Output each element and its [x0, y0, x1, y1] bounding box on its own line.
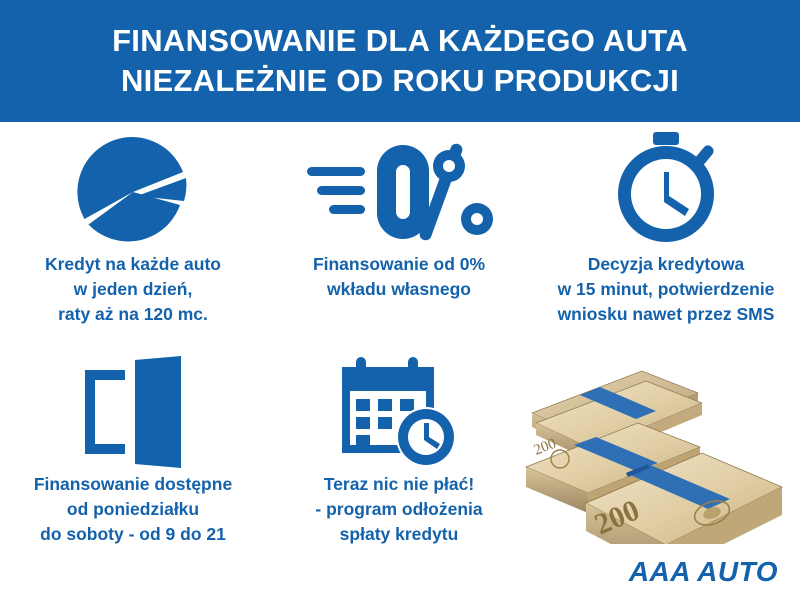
feature-item-opening-hours: Finansowanie dostępne od poniedziałku do… — [0, 352, 266, 547]
feature-caption-line-2: od poniedziałku — [66, 499, 200, 519]
feature-caption-line-2: - program odłożenia — [315, 499, 483, 519]
feature-item-zero-percent: Finansowanie od 0% wkładu własnego — [266, 132, 532, 302]
stacked-banknotes-photo: 200 200 — [520, 355, 800, 600]
header-title-line-1: FINANSOWANIE DLA KAŻDEGO AUTA — [112, 23, 688, 58]
feature-caption-line-1: Finansowanie od 0% — [312, 254, 486, 274]
feature-item-deferred-payment: Teraz nic nie płać! - program odłożenia … — [266, 352, 532, 547]
logo-text: AAA AUTO — [628, 556, 778, 587]
header-banner: FINANSOWANIE DLA KAŻDEGO AUTA NIEZALEŻNI… — [0, 0, 800, 122]
zero-percent-icon — [299, 132, 499, 252]
features-grid: Kredyt na każde auto w jeden dzień, raty… — [0, 122, 800, 600]
feature-caption-line-3: raty aż na 120 mc. — [58, 304, 208, 324]
feature-caption-line-1: Finansowanie dostępne — [33, 474, 233, 494]
feature-caption-line-3: wniosku nawet przez SMS — [557, 304, 775, 324]
feature-caption-line-2: w 15 minut, potwierdzenie — [557, 279, 775, 299]
feature-caption-line-2: w jeden dzień, — [73, 279, 193, 299]
pie-chart-icon — [74, 132, 192, 252]
banknote-denomination-back: 200 — [532, 436, 559, 459]
feature-item-decision-time: Decyzja kredytowa w 15 minut, potwierdze… — [532, 132, 800, 327]
feature-caption-line-2: wkładu własnego — [327, 279, 471, 299]
open-door-icon — [73, 352, 193, 472]
stopwatch-icon — [601, 132, 731, 252]
feature-caption-line-3: spłaty kredytu — [339, 524, 459, 544]
calendar-clock-icon — [334, 352, 464, 472]
feature-caption-line-3: do soboty - od 9 do 21 — [40, 524, 226, 544]
feature-caption-line-1: Kredyt na każde auto — [44, 254, 222, 274]
feature-caption-line-1: Decyzja kredytowa — [587, 254, 745, 274]
aaa-auto-logo: AAA AUTO — [562, 544, 800, 600]
feature-caption-line-1: Teraz nic nie płać! — [323, 474, 475, 494]
feature-item-credit: Kredyt na każde auto w jeden dzień, raty… — [0, 132, 266, 327]
header-title-line-2: NIEZALEŻNIE OD ROKU PRODUKCJI — [120, 63, 680, 98]
